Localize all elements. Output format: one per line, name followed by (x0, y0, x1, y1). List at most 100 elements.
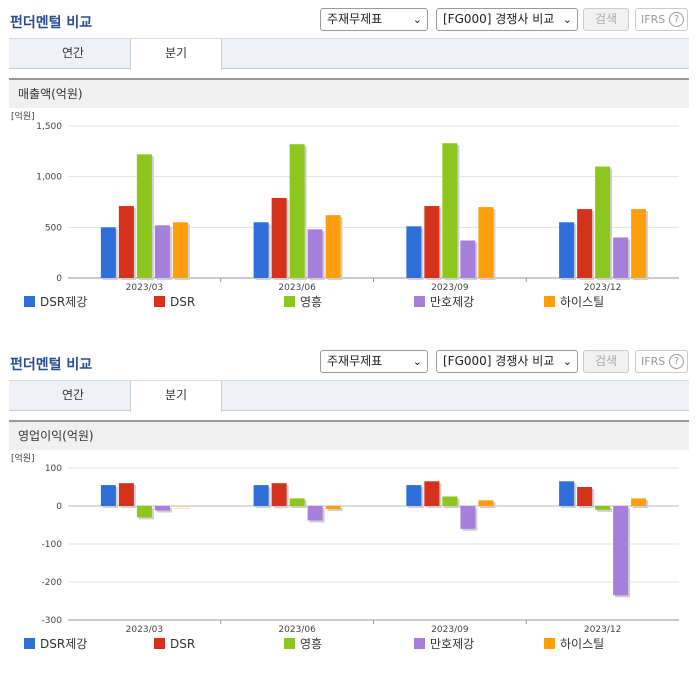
bar-2-3 (595, 166, 611, 278)
bar-4-3 (631, 209, 647, 278)
y-tick-label: 1,000 (36, 173, 62, 183)
bar-2-0 (136, 506, 152, 518)
y-tick-label: 1,500 (36, 122, 62, 132)
ifrs-label: IFRS (641, 13, 666, 26)
section-title: 영업이익(억원) (9, 420, 689, 450)
bar-0-2 (406, 485, 422, 506)
y-tick-label: 0 (56, 274, 62, 284)
statement-type-select[interactable]: 주재무제표 ⌄ (320, 350, 428, 373)
bar-3-2 (460, 240, 476, 278)
fundamental-panel-operating-profit: 펀더멘털 비교 주재무제표 ⌄ [FG000] 경쟁사 비교 ⌄ 검색 IFRS… (0, 342, 696, 684)
ifrs-button[interactable]: IFRS ? (635, 8, 688, 31)
chevron-down-icon: ⌄ (562, 355, 572, 368)
y-tick-label: -100 (42, 540, 63, 550)
comparison-value: [FG000] 경쟁사 비교 (443, 12, 555, 26)
y-tick-label: 500 (45, 223, 62, 233)
help-icon[interactable]: ? (669, 12, 684, 27)
y-unit-label: [억원] (11, 452, 35, 464)
bar-2-1 (289, 144, 305, 278)
legend-label: 만호제강 (430, 295, 474, 309)
legend-label: 영흥 (300, 295, 322, 309)
bar-1-3 (577, 209, 593, 278)
tab-annual[interactable]: 연간 (61, 46, 85, 60)
x-tick-label: 2023/12 (584, 625, 621, 635)
comparison-value: [FG000] 경쟁사 비교 (443, 354, 555, 368)
bar-1-2 (424, 206, 440, 278)
x-tick-label: 2023/12 (584, 283, 621, 293)
statement-type-select[interactable]: 주재무제표 ⌄ (320, 8, 428, 31)
statement-type-value: 주재무제표 (327, 354, 383, 368)
statement-type-value: 주재무제표 (327, 12, 383, 26)
search-button[interactable]: 검색 (583, 350, 629, 373)
legend-label: 하이스틸 (560, 295, 604, 309)
bar-3-1 (307, 506, 323, 521)
bar-0-1 (253, 485, 269, 506)
operating-profit-chart: [억원] -300 -200 -100 0 100 2023/03 2023/06 2023/0… (11, 452, 679, 651)
bar-1-3 (577, 487, 593, 506)
legend-label: 하이스틸 (560, 637, 604, 651)
panel-header: 펀더멘털 비교 주재무제표 ⌄ [FG000] 경쟁사 비교 ⌄ 검색 IFRS… (0, 0, 696, 38)
x-tick-label: 2023/03 (126, 625, 163, 635)
bar-0-1 (253, 222, 269, 278)
bar-4-0 (172, 222, 188, 278)
tab-annual[interactable]: 연간 (61, 388, 85, 402)
x-tick-label: 2023/03 (126, 283, 163, 293)
bar-0-0 (100, 485, 116, 506)
bar-0-3 (559, 222, 575, 278)
legend-label: DSR제강 (40, 295, 87, 309)
chevron-down-icon: ⌄ (562, 13, 572, 26)
legend-label: DSR제강 (40, 637, 87, 651)
bar-4-1 (325, 506, 341, 510)
chevron-down-icon: ⌄ (412, 13, 422, 26)
bar-1-0 (118, 483, 134, 506)
comparison-select[interactable]: [FG000] 경쟁사 비교 ⌄ (436, 350, 578, 373)
bar-2-2 (442, 496, 458, 506)
tab-quarterly[interactable]: 분기 (130, 381, 222, 412)
legend-swatch (414, 638, 425, 649)
x-tick-label: 2023/09 (431, 625, 469, 635)
y-tick-label: -300 (42, 616, 63, 626)
y-tick-label: -200 (42, 578, 63, 588)
period-tabs: 연간 분기 (9, 380, 689, 412)
bar-shadow (327, 508, 343, 512)
bar-4-1 (325, 215, 341, 278)
bar-0-2 (406, 226, 422, 278)
bar-4-2 (478, 207, 494, 278)
bar-3-0 (154, 506, 170, 511)
bar-1-1 (271, 483, 287, 506)
legend-swatch (284, 638, 295, 649)
panel-title: 펀더멘털 비교 (10, 357, 93, 373)
legend-swatch (24, 638, 35, 649)
y-tick-label: 100 (45, 464, 62, 474)
legend-label: DSR (170, 637, 195, 651)
panel-title: 펀더멘털 비교 (10, 15, 93, 31)
bar-2-3 (595, 506, 611, 510)
panel-header: 펀더멘털 비교 주재무제표 ⌄ [FG000] 경쟁사 비교 ⌄ 검색 IFRS… (0, 342, 696, 380)
legend-swatch (24, 296, 35, 307)
tab-quarterly[interactable]: 분기 (130, 39, 222, 70)
x-tick-label: 2023/06 (278, 283, 316, 293)
bar-1-0 (118, 206, 134, 278)
x-tick-label: 2023/09 (431, 283, 469, 293)
period-tabs: 연간 분기 (9, 38, 689, 70)
legend-swatch (544, 296, 555, 307)
legend-label: DSR (170, 295, 195, 309)
x-tick-label: 2023/06 (278, 625, 316, 635)
search-button[interactable]: 검색 (583, 8, 629, 31)
comparison-select[interactable]: [FG000] 경쟁사 비교 ⌄ (436, 8, 578, 31)
bar-0-3 (559, 481, 575, 506)
section-title: 매출액(억원) (9, 78, 689, 108)
bar-3-1 (307, 229, 323, 278)
bar-1-2 (424, 481, 440, 506)
fundamental-panel-revenue: 펀더멘털 비교 주재무제표 ⌄ [FG000] 경쟁사 비교 ⌄ 검색 IFRS… (0, 0, 696, 309)
revenue-chart: [억원] 0 500 1,000 1,500 2023/03 2023/06 2023/09 2… (11, 110, 679, 309)
bar-0-0 (100, 227, 116, 278)
y-tick-label: 0 (56, 502, 62, 512)
legend-swatch (154, 638, 165, 649)
legend-label: 만호제강 (430, 637, 474, 651)
legend-swatch (544, 638, 555, 649)
help-icon[interactable]: ? (669, 354, 684, 369)
ifrs-button[interactable]: IFRS ? (635, 350, 688, 373)
bar-3-3 (613, 237, 629, 278)
bar-3-3 (613, 506, 629, 596)
